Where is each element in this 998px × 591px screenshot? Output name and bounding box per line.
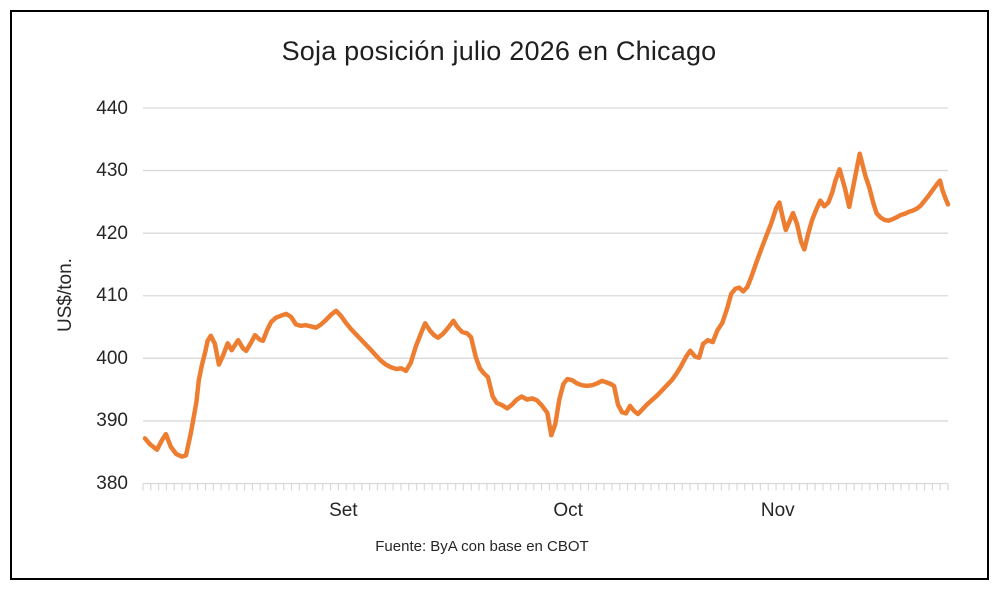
source-note: Fuente: ByA con base en CBOT bbox=[375, 538, 589, 555]
chart-title: Soja posición julio 2026 en Chicago bbox=[281, 36, 717, 66]
x-month-label: Nov bbox=[760, 500, 795, 521]
y-tick-label: 390 bbox=[96, 410, 128, 432]
y-tick-label: 410 bbox=[96, 285, 128, 307]
chart-border-frame bbox=[10, 10, 989, 580]
x-month-label: Oct bbox=[553, 500, 583, 521]
y-tick-label: 420 bbox=[96, 222, 128, 244]
y-tick-label: 400 bbox=[96, 347, 128, 369]
y-tick-label: 430 bbox=[96, 160, 128, 182]
y-tick-label: 440 bbox=[96, 97, 128, 119]
price-line bbox=[142, 151, 951, 459]
x-month-label: Set bbox=[329, 500, 358, 521]
y-tick-label: 380 bbox=[96, 473, 128, 494]
